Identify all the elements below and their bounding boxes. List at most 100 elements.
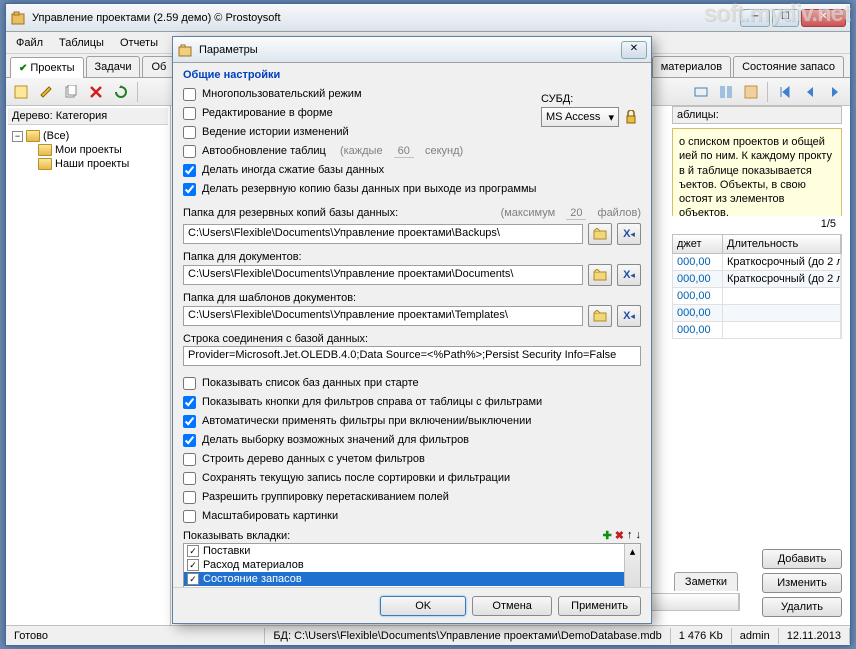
chk-label[interactable]: Многопользовательский режим: [202, 88, 362, 100]
cell[interactable]: [723, 305, 841, 321]
remove-tab-icon[interactable]: ✖: [615, 529, 624, 542]
dbms-combo[interactable]: MS Access▾: [541, 107, 619, 127]
tbtn-r3[interactable]: [740, 81, 762, 103]
chk-editform[interactable]: [183, 107, 196, 120]
scrollbar[interactable]: ▴▾: [624, 544, 640, 587]
tbtn-3[interactable]: [60, 81, 82, 103]
nav-next[interactable]: [824, 81, 846, 103]
chk-label[interactable]: Масштабировать картинки: [202, 510, 338, 522]
scroll-down-icon[interactable]: ▾: [630, 586, 636, 587]
checkbox-icon[interactable]: ✓: [187, 573, 199, 585]
cell[interactable]: [723, 288, 841, 304]
chk-scaleimg[interactable]: [183, 510, 196, 523]
chk-history[interactable]: [183, 126, 196, 139]
chk-autofilter[interactable]: [183, 415, 196, 428]
tree-root[interactable]: − (Все): [12, 129, 164, 143]
chk-filterbtns[interactable]: [183, 396, 196, 409]
clear-button[interactable]: X◂: [617, 305, 641, 327]
apply-button[interactable]: Применить: [558, 596, 641, 616]
cell[interactable]: 000,00: [673, 271, 723, 287]
tbtn-r2[interactable]: [715, 81, 737, 103]
data-grid[interactable]: джет Длительность 000,00Краткосрочный (д…: [672, 234, 842, 339]
maximize-button[interactable]: ☐: [772, 9, 799, 27]
cell[interactable]: Краткосрочный (до 2 лет: [723, 271, 841, 287]
tab-tasks[interactable]: Задачи: [86, 56, 141, 77]
tbtn-edit[interactable]: [35, 81, 57, 103]
tabs-checklist[interactable]: ✓Поставки ✓Расход материалов ✓Состояние …: [183, 543, 641, 587]
tab-materials[interactable]: материалов: [652, 56, 731, 77]
add-tab-icon[interactable]: ✚: [603, 529, 612, 542]
browse-button[interactable]: [588, 264, 612, 286]
chk-treefilter[interactable]: [183, 453, 196, 466]
tbtn-1[interactable]: [10, 81, 32, 103]
subtab-notes[interactable]: Заметки: [674, 572, 738, 591]
menu-reports[interactable]: Отчеты: [112, 34, 166, 52]
chk-label[interactable]: Ведение истории изменений: [202, 126, 349, 138]
chk-label[interactable]: Делать выборку возможных значений для фи…: [202, 434, 469, 446]
tbtn-refresh[interactable]: [110, 81, 132, 103]
tablist-item-selected[interactable]: ✓Состояние запасов: [184, 572, 640, 586]
menu-tables[interactable]: Таблицы: [51, 34, 112, 52]
tab-ob[interactable]: Об: [142, 56, 175, 77]
conn-string-input[interactable]: Provider=Microsoft.Jet.OLEDB.4.0;Data So…: [183, 346, 641, 366]
browse-button[interactable]: [588, 305, 612, 327]
chk-label[interactable]: Автообновление таблиц: [202, 145, 326, 157]
dialog-close-button[interactable]: ✕: [621, 41, 647, 59]
clear-button[interactable]: X◂: [617, 264, 641, 286]
collapse-icon[interactable]: −: [12, 131, 23, 142]
scroll-up-icon[interactable]: ▴: [630, 545, 636, 558]
ok-button[interactable]: OK: [380, 596, 466, 616]
chk-label[interactable]: Автоматически применять фильтры при вклю…: [202, 415, 531, 427]
chk-label[interactable]: Делать резервную копию базы данных при в…: [202, 183, 536, 195]
chk-label[interactable]: Сохранять текущую запись после сортировк…: [202, 472, 510, 484]
tab-projects[interactable]: ✔Проекты: [10, 57, 84, 78]
checkbox-icon[interactable]: ✓: [187, 545, 199, 557]
chk-label[interactable]: Показывать кнопки для фильтров справа от…: [202, 396, 542, 408]
chk-compact[interactable]: [183, 164, 196, 177]
cell[interactable]: [723, 322, 841, 338]
lock-icon[interactable]: [623, 109, 639, 125]
nav-first[interactable]: [774, 81, 796, 103]
col-duration[interactable]: Длительность: [723, 235, 841, 253]
cell[interactable]: 000,00: [673, 305, 723, 321]
chk-label[interactable]: Делать иногда сжатие базы данных: [202, 164, 384, 176]
chk-label[interactable]: Строить дерево данных с учетом фильтров: [202, 453, 425, 465]
browse-button[interactable]: [588, 223, 612, 245]
close-button[interactable]: ✕: [801, 9, 846, 27]
docs-path-input[interactable]: C:\Users\Flexible\Documents\Управление п…: [183, 265, 583, 285]
tmpl-path-input[interactable]: C:\Users\Flexible\Documents\Управление п…: [183, 306, 583, 326]
tree-child-2[interactable]: Наши проекты: [12, 157, 164, 171]
chk-autorefresh[interactable]: [183, 145, 196, 158]
nav-prev[interactable]: [799, 81, 821, 103]
minimize-button[interactable]: ─: [740, 9, 770, 27]
chk-backup[interactable]: [183, 183, 196, 196]
tbtn-r1[interactable]: [690, 81, 712, 103]
cancel-button[interactable]: Отмена: [472, 596, 552, 616]
dialog-titlebar[interactable]: Параметры ✕: [173, 37, 651, 63]
clear-button[interactable]: X◂: [617, 223, 641, 245]
cell[interactable]: 000,00: [673, 254, 723, 270]
main-titlebar[interactable]: Управление проектами (2.59 демо) © Prost…: [6, 4, 850, 32]
tbtn-delete[interactable]: [85, 81, 107, 103]
edit-button[interactable]: Изменить: [762, 573, 842, 593]
chk-label[interactable]: Показывать список баз данных при старте: [202, 377, 419, 389]
tree-child-1[interactable]: Мои проекты: [12, 143, 164, 157]
cell[interactable]: 000,00: [673, 288, 723, 304]
tablist-item[interactable]: ✓Расход материалов: [184, 558, 640, 572]
chk-dblist[interactable]: [183, 377, 196, 390]
backup-path-input[interactable]: C:\Users\Flexible\Documents\Управление п…: [183, 224, 583, 244]
tablist-item[interactable]: ✓Поставки: [184, 544, 640, 558]
delete-button[interactable]: Удалить: [762, 597, 842, 617]
move-up-icon[interactable]: ↑: [627, 529, 633, 542]
menu-file[interactable]: Файл: [8, 34, 51, 52]
chk-keeprec[interactable]: [183, 472, 196, 485]
move-down-icon[interactable]: ↓: [636, 529, 642, 542]
tab-stock[interactable]: Состояние запасо: [733, 56, 844, 77]
chk-label[interactable]: Редактирование в форме: [202, 107, 333, 119]
chk-label[interactable]: Разрешить группировку перетаскиванием по…: [202, 491, 449, 503]
cell[interactable]: 000,00: [673, 322, 723, 338]
chk-multiuser[interactable]: [183, 88, 196, 101]
chk-filtervalues[interactable]: [183, 434, 196, 447]
checkbox-icon[interactable]: ✓: [187, 559, 199, 571]
cell[interactable]: Краткосрочный (до 2 лет: [723, 254, 841, 270]
